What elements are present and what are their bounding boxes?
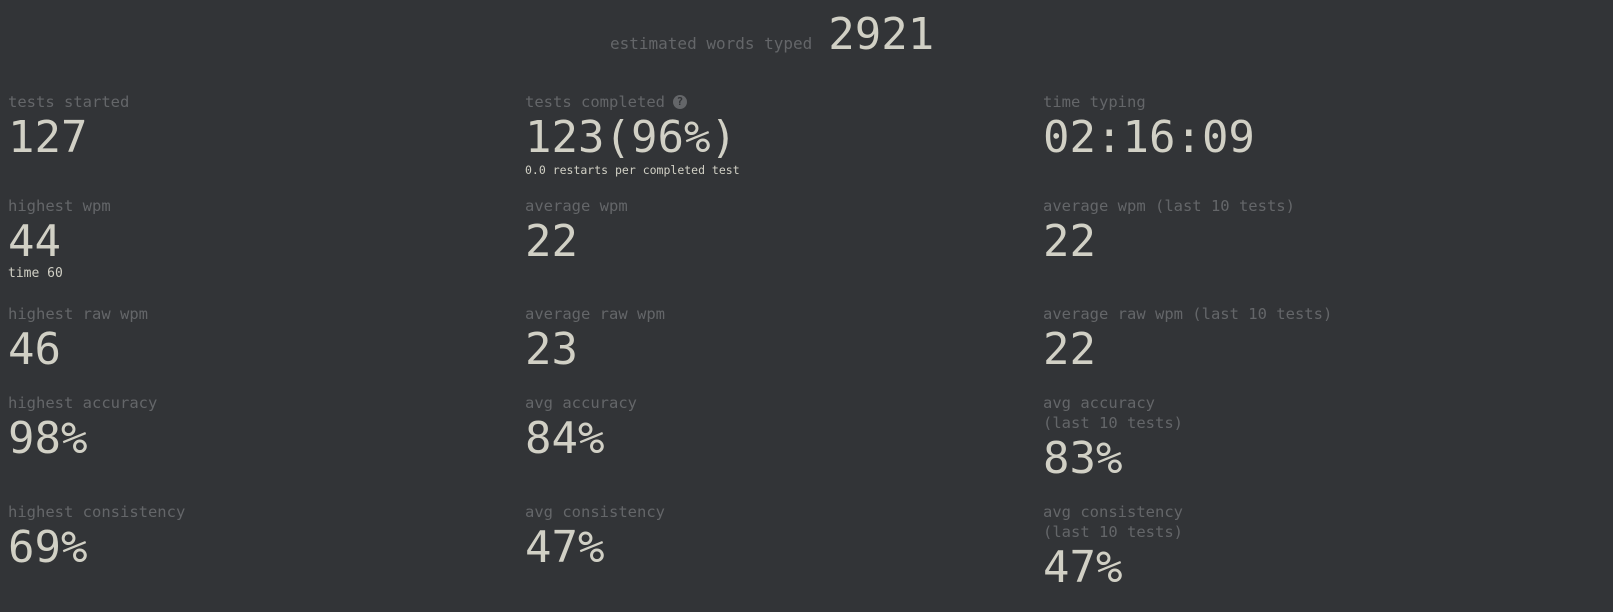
stat-value: 47% [1043,542,1123,593]
stat-value: 123(96%) [525,112,737,163]
stat-title: avg accuracy (last 10 tests) [1043,394,1183,432]
stat-title: tests started [8,93,130,111]
stat-title: avg consistency (last 10 tests) [1043,503,1183,541]
stat-value: 02:16:09 [1043,112,1255,163]
stat-average-raw-wpm-last10: average raw wpm (last 10 tests) 22 [1043,304,1332,374]
stat-tests-started: tests started 127 [8,92,129,162]
stat-value: 44 [8,216,61,267]
stat-value: 98% [8,413,88,464]
estimated-words-typed: estimated words typed 2921 [610,6,934,64]
stat-avg-consistency-last10: avg consistency (last 10 tests) 47% [1043,502,1183,592]
stat-title: highest wpm [8,197,111,215]
stat-title: avg accuracy [525,394,637,412]
stat-average-wpm-last10: average wpm (last 10 tests) 22 [1043,196,1295,266]
stat-tests-completed: tests completed ? 123(96%) 0.0 restarts … [525,92,740,178]
stat-title: highest raw wpm [8,305,148,323]
stat-avg-accuracy-last10: avg accuracy (last 10 tests) 83% [1043,393,1183,483]
stat-title: average wpm [525,197,628,215]
stat-value: 84% [525,413,605,464]
stat-title: highest accuracy [8,394,158,412]
estimated-words-label: estimated words typed [610,34,813,53]
stat-highest-wpm: highest wpm 44 time 60 [8,196,111,282]
stat-value: 46 [8,324,61,375]
stat-value: 47% [525,522,605,573]
stat-title: tests completed [525,93,665,111]
stat-avg-accuracy: avg accuracy 84% [525,393,637,463]
stat-highest-raw-wpm: highest raw wpm 46 [8,304,148,374]
stat-title-wrapper: tests completed ? [525,92,740,112]
stat-title: average wpm (last 10 tests) [1043,197,1295,215]
stat-title: avg consistency [525,503,665,521]
stat-title: average raw wpm [525,305,665,323]
stat-avg-consistency: avg consistency 47% [525,502,665,572]
stat-value: 22 [1043,324,1096,375]
stat-value: 83% [1043,433,1123,484]
stat-title: highest consistency [8,503,186,521]
stat-value: 69% [8,522,88,573]
stat-value: 127 [8,112,88,163]
stat-highest-consistency: highest consistency 69% [8,502,185,572]
stat-time-typing: time typing 02:16:09 [1043,92,1255,162]
stat-title: average raw wpm (last 10 tests) [1043,305,1333,323]
stat-value: 22 [1043,216,1096,267]
stat-highest-accuracy: highest accuracy 98% [8,393,157,463]
stat-value: 23 [525,324,578,375]
restarts-per-test: 0.0 restarts per completed test [525,163,740,177]
highest-wpm-mode: time 60 [8,266,63,281]
stat-average-raw-wpm: average raw wpm 23 [525,304,665,374]
stat-title: time typing [1043,93,1146,111]
estimated-words-value: 2921 [828,9,935,60]
stat-value: 22 [525,216,578,267]
question-circle-icon[interactable]: ? [672,95,687,109]
stat-average-wpm: average wpm 22 [525,196,628,266]
